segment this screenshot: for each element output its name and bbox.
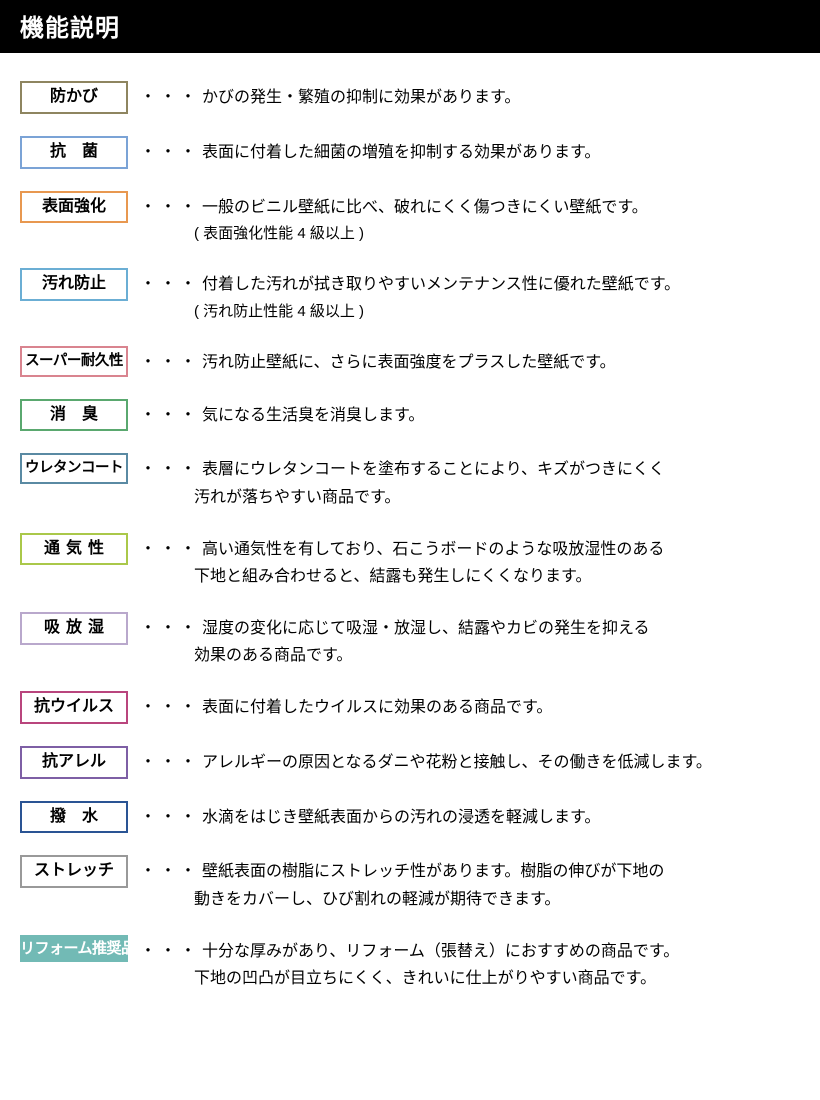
feature-description: ・・・水滴をはじき壁紙表面からの汚れの浸透を軽減します。: [128, 801, 800, 831]
bullet-dots: ・・・: [140, 541, 200, 558]
feature-row: スーパー耐久性・・・汚れ防止壁紙に、さらに表面強度をプラスした壁紙です。: [20, 346, 800, 377]
feature-desc-line2: 動きをカバーし、ひび割れの軽減が期待できます。: [140, 887, 800, 913]
feature-desc-text: 十分な厚みがあり、リフォーム（張替え）におすすめの商品です。: [202, 943, 679, 960]
bullet-dots: ・・・: [140, 461, 200, 478]
feature-badge: 吸放湿: [20, 612, 128, 645]
feature-desc-line2: 下地の凹凸が目立ちにくく、きれいに仕上がりやすい商品です。: [140, 966, 800, 992]
feature-description: ・・・湿度の変化に応じて吸湿・放湿し、結露やカビの発生を抑える効果のある商品です…: [128, 612, 800, 669]
feature-row: ストレッチ・・・壁紙表面の樹脂にストレッチ性があります。樹脂の伸びが下地の動きを…: [20, 855, 800, 912]
feature-description: ・・・汚れ防止壁紙に、さらに表面強度をプラスした壁紙です。: [128, 346, 800, 376]
feature-badge: リフォーム推奨品: [20, 935, 128, 963]
feature-desc-text: 湿度の変化に応じて吸湿・放湿し、結露やカビの発生を抑える: [202, 620, 650, 637]
feature-row: 抗ウイルス・・・表面に付着したウイルスに効果のある商品です。: [20, 691, 800, 724]
bullet-dots: ・・・: [140, 144, 200, 161]
feature-badge: 撥 水: [20, 801, 128, 834]
feature-description: ・・・高い通気性を有しており、石こうボードのような吸放湿性のある下地と組み合わせ…: [128, 533, 800, 590]
feature-row: 消 臭・・・気になる生活臭を消臭します。: [20, 399, 800, 432]
feature-description: ・・・表層にウレタンコートを塗布することにより、キズがつきにくく汚れが落ちやすい…: [128, 453, 800, 510]
feature-desc-text: 気になる生活臭を消臭します。: [202, 407, 424, 424]
feature-badge: 抗 菌: [20, 136, 128, 169]
feature-desc-text: アレルギーの原因となるダニや花粉と接触し、その働きを低減します。: [202, 754, 712, 771]
bullet-dots: ・・・: [140, 89, 200, 106]
feature-description: ・・・壁紙表面の樹脂にストレッチ性があります。樹脂の伸びが下地の動きをカバーし、…: [128, 855, 800, 912]
feature-row: 汚れ防止・・・付着した汚れが拭き取りやすいメンテナンス性に優れた壁紙です。 ( 汚…: [20, 268, 800, 324]
bullet-dots: ・・・: [140, 199, 200, 216]
bullet-dots: ・・・: [140, 276, 200, 293]
feature-row: ウレタンコート・・・表層にウレタンコートを塗布することにより、キズがつきにくく汚…: [20, 453, 800, 510]
feature-row: 表面強化・・・一般のビニル壁紙に比べ、破れにくく傷つきにくい壁紙です。 ( 表面強…: [20, 191, 800, 247]
feature-subnote: ( 汚れ防止性能 4 級以上 ): [140, 300, 800, 324]
feature-description: ・・・十分な厚みがあり、リフォーム（張替え）におすすめの商品です。下地の凹凸が目…: [128, 935, 800, 992]
feature-badge: 通気性: [20, 533, 128, 566]
feature-row: 抗アレル・・・アレルギーの原因となるダニや花粉と接触し、その働きを低減します。: [20, 746, 800, 779]
feature-row: 吸放湿・・・湿度の変化に応じて吸湿・放湿し、結露やカビの発生を抑える効果のある商…: [20, 612, 800, 669]
feature-row: 防かび・・・かびの発生・繁殖の抑制に効果があります。: [20, 81, 800, 114]
feature-badge: 抗ウイルス: [20, 691, 128, 724]
feature-row: 抗 菌・・・表面に付着した細菌の増殖を抑制する効果があります。: [20, 136, 800, 169]
feature-badge: 防かび: [20, 81, 128, 114]
feature-subnote: ( 表面強化性能 4 級以上 ): [140, 222, 800, 246]
feature-description: ・・・気になる生活臭を消臭します。: [128, 399, 800, 429]
feature-desc-text: 表面に付着した細菌の増殖を抑制する効果があります。: [202, 144, 600, 161]
feature-description: ・・・一般のビニル壁紙に比べ、破れにくく傷つきにくい壁紙です。 ( 表面強化性能 …: [128, 191, 800, 247]
section-header: 機能説明: [0, 0, 820, 53]
bullet-dots: ・・・: [140, 699, 200, 716]
bullet-dots: ・・・: [140, 754, 200, 771]
feature-desc-text: 水滴をはじき壁紙表面からの汚れの浸透を軽減します。: [202, 809, 600, 826]
feature-row: リフォーム推奨品・・・十分な厚みがあり、リフォーム（張替え）におすすめの商品です…: [20, 935, 800, 992]
feature-desc-text: 付着した汚れが拭き取りやすいメンテナンス性に優れた壁紙です。: [202, 276, 680, 293]
feature-badge: スーパー耐久性: [20, 346, 128, 377]
feature-badge: 表面強化: [20, 191, 128, 224]
feature-description: ・・・アレルギーの原因となるダニや花粉と接触し、その働きを低減します。: [128, 746, 800, 776]
feature-badge: 消 臭: [20, 399, 128, 432]
feature-row: 撥 水・・・水滴をはじき壁紙表面からの汚れの浸透を軽減します。: [20, 801, 800, 834]
feature-badge: 汚れ防止: [20, 268, 128, 301]
bullet-dots: ・・・: [140, 407, 200, 424]
feature-badge: 抗アレル: [20, 746, 128, 779]
feature-desc-text: かびの発生・繁殖の抑制に効果があります。: [202, 89, 520, 106]
feature-desc-text: 表面に付着したウイルスに効果のある商品です。: [202, 699, 552, 716]
feature-row: 通気性・・・高い通気性を有しており、石こうボードのような吸放湿性のある下地と組み…: [20, 533, 800, 590]
feature-description: ・・・かびの発生・繁殖の抑制に効果があります。: [128, 81, 800, 111]
feature-desc-line2: 効果のある商品です。: [140, 643, 800, 669]
feature-desc-text: 壁紙表面の樹脂にストレッチ性があります。樹脂の伸びが下地の: [202, 863, 664, 880]
bullet-dots: ・・・: [140, 809, 200, 826]
feature-description: ・・・表面に付着したウイルスに効果のある商品です。: [128, 691, 800, 721]
feature-desc-text: 一般のビニル壁紙に比べ、破れにくく傷つきにくい壁紙です。: [202, 199, 648, 216]
bullet-dots: ・・・: [140, 620, 200, 637]
feature-badge: ウレタンコート: [20, 453, 128, 484]
bullet-dots: ・・・: [140, 863, 200, 880]
bullet-dots: ・・・: [140, 354, 200, 371]
feature-badge: ストレッチ: [20, 855, 128, 888]
bullet-dots: ・・・: [140, 943, 200, 960]
feature-description: ・・・表面に付着した細菌の増殖を抑制する効果があります。: [128, 136, 800, 166]
feature-desc-line2: 汚れが落ちやすい商品です。: [140, 485, 800, 511]
feature-desc-line2: 下地と組み合わせると、結露も発生しにくくなります。: [140, 564, 800, 590]
feature-desc-text: 高い通気性を有しており、石こうボードのような吸放湿性のある: [202, 541, 664, 558]
feature-description: ・・・付着した汚れが拭き取りやすいメンテナンス性に優れた壁紙です。 ( 汚れ防止性…: [128, 268, 800, 324]
feature-desc-text: 汚れ防止壁紙に、さらに表面強度をプラスした壁紙です。: [202, 354, 616, 371]
feature-desc-text: 表層にウレタンコートを塗布することにより、キズがつきにくく: [202, 461, 665, 478]
feature-list: 防かび・・・かびの発生・繁殖の抑制に効果があります。抗 菌・・・表面に付着した細…: [0, 53, 820, 1034]
